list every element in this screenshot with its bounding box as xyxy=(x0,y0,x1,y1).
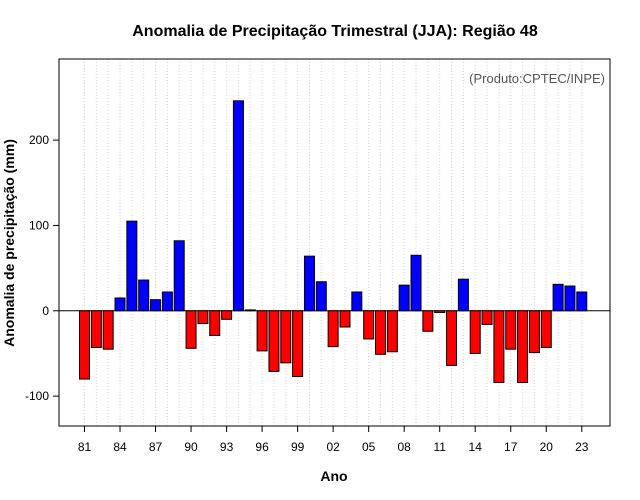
bar-1999 xyxy=(292,310,304,377)
y-axis-label: Anomalia de precipitação (mm) xyxy=(1,139,17,347)
bar-1989 xyxy=(173,240,185,312)
bar-2016 xyxy=(493,310,505,383)
y-tick-label: 200 xyxy=(29,133,49,147)
x-tick-label: 93 xyxy=(220,440,234,454)
bar-2020 xyxy=(540,310,552,348)
grid xyxy=(84,59,583,426)
x-tick-label: 17 xyxy=(504,440,518,454)
bar-2014 xyxy=(469,310,481,354)
bar-2007 xyxy=(386,310,398,353)
bar-1993 xyxy=(221,310,233,320)
x-tick-label: 81 xyxy=(78,440,92,454)
x-tick-label: 23 xyxy=(575,440,589,454)
bar-2019 xyxy=(528,310,540,354)
bar-2015 xyxy=(481,310,493,325)
x-tick-label: 96 xyxy=(255,440,269,454)
bar-2021 xyxy=(552,283,564,312)
bar-1998 xyxy=(280,310,292,364)
bar-2022 xyxy=(564,285,576,312)
x-tick-label: 02 xyxy=(326,440,340,454)
credit-text: (Produto:CPTEC/INPE) xyxy=(469,71,605,86)
bar-1987 xyxy=(150,299,162,312)
bar-2009 xyxy=(410,254,422,312)
bar-1981 xyxy=(79,310,90,380)
bar-2004 xyxy=(351,291,363,312)
chart-title: Anomalia de Precipitação Trimestral (JJA… xyxy=(132,23,538,40)
bar-1995 xyxy=(244,309,256,312)
bar-2008 xyxy=(398,284,410,312)
bar-1991 xyxy=(197,310,209,325)
y-axis: -100 0 100 200 xyxy=(25,133,59,403)
bar-1983 xyxy=(102,310,114,350)
x-tick-label: 05 xyxy=(362,440,376,454)
bar-2003 xyxy=(339,310,351,328)
bar-2010 xyxy=(422,310,434,332)
y-tick-label: 0 xyxy=(42,304,49,318)
bar-2006 xyxy=(375,310,386,355)
bar-2005 xyxy=(363,310,375,340)
bar-2012 xyxy=(446,310,458,366)
bar-2023 xyxy=(576,291,588,312)
bar-2011 xyxy=(434,310,446,313)
x-tick-label: 11 xyxy=(433,440,446,454)
bar-2017 xyxy=(505,310,517,350)
x-axis-label: Ano xyxy=(320,468,347,484)
bar-2013 xyxy=(457,278,469,312)
bar-1994 xyxy=(232,100,244,312)
bar-2000 xyxy=(303,255,315,312)
x-tick-label: 90 xyxy=(184,440,198,454)
y-tick-label: 100 xyxy=(29,218,49,232)
x-tick-label: 84 xyxy=(113,440,127,454)
x-tick-label: 99 xyxy=(291,440,305,454)
bar-1984 xyxy=(114,297,126,312)
bar-2002 xyxy=(327,310,339,348)
bar-1992 xyxy=(209,310,221,337)
x-tick-label: 08 xyxy=(398,440,412,454)
bar-1996 xyxy=(256,310,268,352)
bar-2018 xyxy=(517,310,529,383)
bar-1986 xyxy=(138,279,150,312)
y-tick-label: -100 xyxy=(25,389,49,403)
bar-1985 xyxy=(126,220,138,312)
bar-1988 xyxy=(161,291,173,312)
bar-1997 xyxy=(268,310,280,372)
bar-1990 xyxy=(185,310,197,349)
x-axis: 81 84 87 90 93 96 99 02 05 08 11 14 17 20 23 xyxy=(78,426,589,454)
bar-1982 xyxy=(90,310,102,348)
x-tick-label: 87 xyxy=(149,440,163,454)
plot-frame xyxy=(58,58,611,427)
x-tick-label: 20 xyxy=(540,440,554,454)
x-tick-label: 14 xyxy=(469,440,483,454)
bars xyxy=(79,100,588,383)
bar-2001 xyxy=(315,281,327,312)
